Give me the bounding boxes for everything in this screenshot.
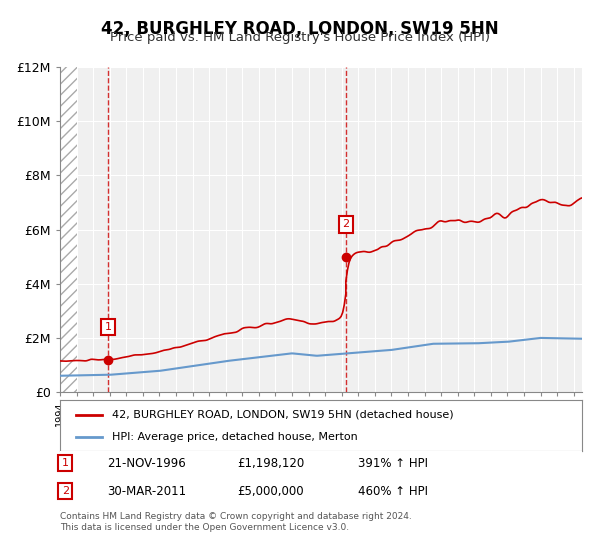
Text: 42, BURGHLEY ROAD, LONDON, SW19 5HN (detached house): 42, BURGHLEY ROAD, LONDON, SW19 5HN (det… [112,409,454,419]
Text: 460% ↑ HPI: 460% ↑ HPI [358,484,428,498]
Text: 1: 1 [62,458,69,468]
Text: Contains HM Land Registry data © Crown copyright and database right 2024.
This d: Contains HM Land Registry data © Crown c… [60,512,412,532]
Text: 391% ↑ HPI: 391% ↑ HPI [358,456,428,470]
Text: 21-NOV-1996: 21-NOV-1996 [107,456,186,470]
Bar [60,67,77,392]
Text: HPI: Average price, detached house, Merton: HPI: Average price, detached house, Mert… [112,432,358,442]
Text: 2: 2 [342,219,349,229]
Text: 1: 1 [104,322,112,332]
Text: Price paid vs. HM Land Registry's House Price Index (HPI): Price paid vs. HM Land Registry's House … [110,31,490,44]
Text: 30-MAR-2011: 30-MAR-2011 [107,484,186,498]
Text: 2: 2 [62,486,69,496]
Text: £5,000,000: £5,000,000 [238,484,304,498]
Text: £1,198,120: £1,198,120 [238,456,305,470]
Text: 42, BURGHLEY ROAD, LONDON, SW19 5HN: 42, BURGHLEY ROAD, LONDON, SW19 5HN [101,20,499,38]
